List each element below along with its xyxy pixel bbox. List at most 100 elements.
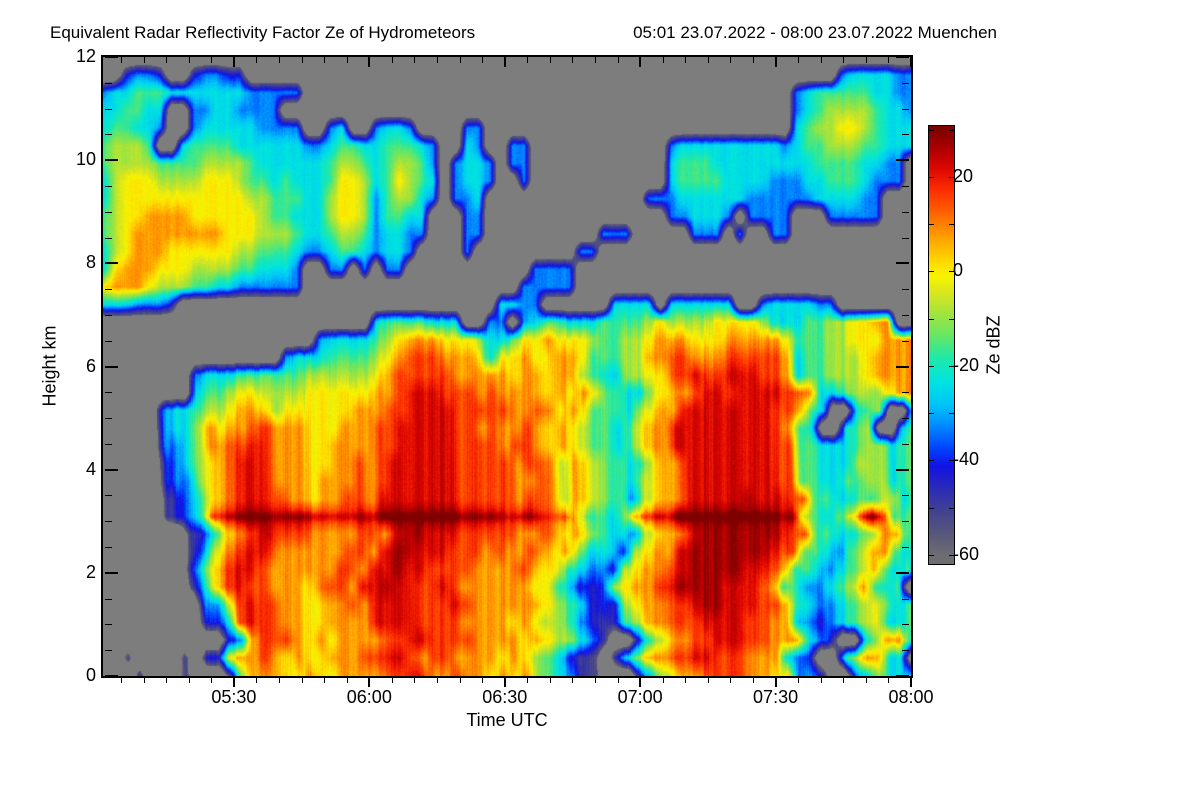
x-minor-tick: [685, 678, 687, 683]
x-major-tick: [774, 678, 777, 687]
y-minor-tick-right: [902, 521, 909, 523]
x-tick-label: 06:00: [346, 687, 392, 707]
y-minor-tick: [105, 392, 112, 394]
x-minor-tick: [662, 678, 664, 683]
colorbar-tick-label: 0: [953, 260, 964, 281]
x-tick-label: 08:00: [888, 687, 934, 707]
y-tick-label: 4: [85, 458, 96, 479]
x-minor-tick-top: [324, 57, 326, 63]
x-minor-tick: [753, 678, 754, 683]
colorbar-tick-right: [949, 413, 954, 415]
y-major-tick: [105, 571, 118, 574]
x-minor-tick: [211, 678, 213, 683]
x-minor-tick-top: [707, 57, 709, 63]
y-major-tick-right: [896, 468, 909, 471]
y-minor-tick-right: [902, 314, 909, 316]
y-minor-tick: [105, 82, 112, 84]
x-minor-tick-top: [256, 57, 258, 63]
y-major-tick-right: [896, 675, 909, 677]
y-minor-tick-right: [902, 185, 909, 187]
y-minor-tick: [105, 134, 112, 136]
y-major-tick: [105, 262, 118, 265]
colorbar-tick-right: [949, 129, 954, 131]
x-minor-tick-top: [188, 57, 190, 63]
y-tick-label: 8: [85, 252, 96, 273]
y-major-tick-right: [896, 159, 909, 162]
x-minor-tick: [459, 678, 461, 683]
y-minor-tick-right: [902, 108, 909, 110]
x-minor-tick: [143, 678, 145, 683]
x-minor-tick: [346, 678, 348, 683]
colorbar-tick-label: -60: [953, 543, 980, 564]
reflectivity-heatmap: [103, 57, 911, 676]
y-tick-label: 12: [75, 46, 96, 66]
x-tick-label: 07:00: [617, 687, 663, 707]
x-minor-tick: [482, 678, 484, 683]
colorbar-tick-left: [929, 129, 934, 131]
x-minor-tick: [572, 678, 574, 683]
colorbar-tick-right: [949, 507, 954, 509]
x-minor-tick-top: [888, 57, 890, 63]
y-minor-tick: [105, 443, 112, 445]
x-major-tick: [639, 678, 642, 687]
y-tick-label: 10: [75, 149, 96, 170]
y-tick-label: 2: [85, 561, 96, 582]
colorbar-tick-left: [929, 365, 934, 367]
x-minor-tick-top: [753, 57, 754, 63]
colorbar-tick-left: [929, 460, 934, 462]
y-minor-tick: [105, 624, 112, 626]
x-major-tick-top: [232, 57, 235, 67]
colorbar: [928, 125, 955, 565]
y-minor-tick-right: [902, 418, 909, 420]
x-minor-tick-top: [843, 57, 845, 63]
x-minor-tick-top: [459, 57, 461, 63]
y-minor-tick-right: [902, 340, 909, 342]
y-minor-tick-right: [902, 211, 909, 213]
x-minor-tick: [279, 678, 281, 683]
colorbar-tick-right: [949, 365, 954, 367]
x-minor-tick: [798, 678, 800, 683]
x-minor-tick: [888, 678, 890, 683]
y-tick-label: 0: [85, 665, 96, 685]
colorbar-tick-label: -40: [953, 449, 980, 470]
x-minor-tick: [437, 678, 439, 683]
y-minor-tick: [105, 314, 112, 316]
colorbar-tick-left: [929, 271, 934, 273]
x-major-tick: [232, 678, 235, 687]
y-minor-tick: [105, 418, 112, 420]
y-minor-tick-right: [902, 650, 909, 652]
x-minor-tick-top: [572, 57, 574, 63]
colorbar-tick-right: [949, 271, 954, 273]
y-minor-tick: [105, 598, 112, 600]
x-minor-tick-top: [549, 57, 551, 63]
y-minor-tick-right: [902, 624, 909, 626]
y-minor-tick-right: [902, 547, 909, 549]
x-minor-tick-top: [798, 57, 800, 63]
y-minor-tick: [105, 108, 112, 110]
x-minor-tick-top: [211, 57, 213, 63]
colorbar-tick-left: [929, 554, 934, 556]
x-minor-tick-top: [414, 57, 416, 63]
y-minor-tick-right: [902, 495, 909, 497]
colorbar-tick-left: [929, 318, 934, 320]
y-major-tick-right: [896, 262, 909, 265]
y-minor-tick-right: [902, 237, 909, 239]
x-major-tick-top: [774, 57, 777, 67]
x-minor-tick-top: [391, 57, 393, 63]
y-tick-label: 6: [85, 355, 96, 376]
y-major-tick: [105, 468, 118, 471]
y-minor-tick: [105, 237, 112, 239]
y-minor-tick-right: [902, 392, 909, 394]
colorbar-tick-left: [929, 507, 934, 509]
colorbar-tick-right: [949, 224, 954, 226]
y-major-tick-right: [896, 571, 909, 574]
x-minor-tick-top: [662, 57, 664, 63]
x-minor-tick-top: [595, 57, 597, 63]
x-minor-tick: [391, 678, 393, 683]
x-major-tick-top: [910, 57, 912, 67]
x-minor-tick-top: [346, 57, 348, 63]
x-major-tick: [503, 678, 506, 687]
y-major-tick-right: [896, 56, 909, 58]
x-minor-tick: [820, 678, 822, 683]
